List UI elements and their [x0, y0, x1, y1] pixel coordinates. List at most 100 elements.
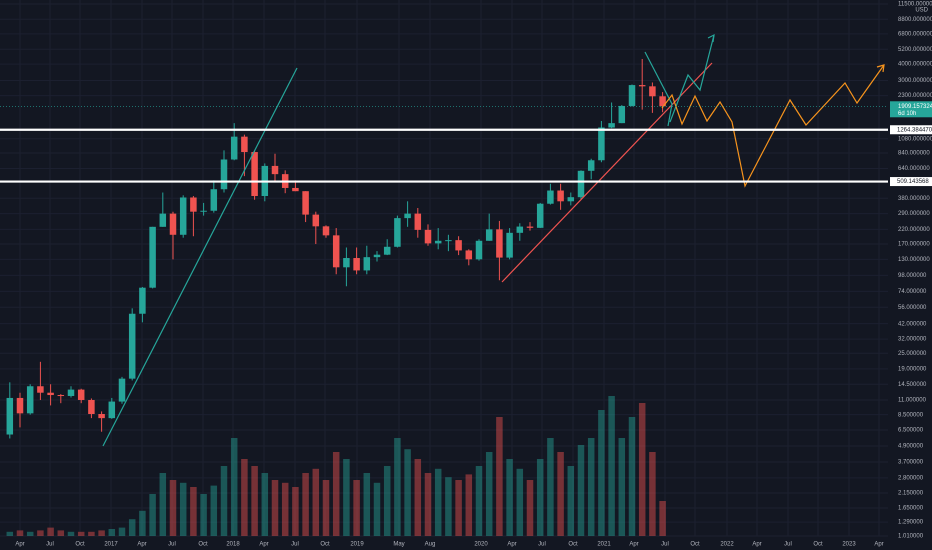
candle-body: [220, 159, 228, 190]
volume-bar: [536, 459, 544, 536]
y-tick-label: 8800.000000: [898, 17, 932, 23]
volume-bar: [57, 530, 65, 536]
candle-body: [271, 165, 279, 175]
volume-bar: [230, 438, 238, 536]
y-tick-label: 3000.000000: [898, 78, 932, 84]
volume-bar: [638, 403, 646, 536]
candle-body: [485, 229, 493, 241]
candle-body: [557, 190, 564, 202]
volume-bar: [475, 466, 483, 536]
candle-body: [322, 226, 330, 236]
candle-body: [496, 229, 503, 258]
volume-bar: [16, 530, 24, 536]
x-tick-label: Oct: [690, 542, 700, 548]
candle-body: [394, 218, 401, 247]
candle-body: [292, 187, 299, 192]
volume-bar: [577, 445, 585, 536]
x-tick-label: Apr: [629, 542, 638, 548]
y-tick-label: 6800.000000: [898, 32, 932, 38]
candle-body: [88, 399, 95, 415]
current-price-label: 1909.157324: [898, 104, 932, 110]
price-axis: [888, 0, 932, 550]
y-tick-label: 11500.000000: [898, 2, 932, 8]
volume-bar: [496, 417, 503, 536]
y-tick-label: 220.000000: [898, 227, 930, 233]
volume-bar: [424, 473, 432, 536]
x-tick-label: 2018: [226, 542, 240, 548]
candle-body: [414, 213, 422, 230]
candle-body: [108, 401, 116, 419]
volume-bar: [455, 480, 462, 536]
x-tick-label: Jul: [661, 542, 669, 548]
volume-bar: [414, 459, 422, 536]
volume-bar: [547, 438, 554, 536]
volume-bar: [434, 468, 442, 536]
volume-bar: [159, 473, 167, 536]
y-tick-label: 2300.000000: [898, 93, 932, 99]
x-tick-label: Apr: [15, 542, 24, 548]
candle-body: [332, 235, 340, 268]
y-tick-label: 170.000000: [898, 242, 930, 248]
candle-body: [312, 214, 320, 227]
volume-bar: [179, 482, 187, 536]
volume-bar: [404, 449, 411, 536]
candle-body: [516, 226, 524, 233]
y-tick-label: 640.000000: [898, 166, 930, 172]
candle-body: [302, 191, 309, 215]
y-tick-label: 42.000000: [898, 321, 927, 327]
x-tick-label: Oct: [75, 542, 85, 548]
price-label-box: [890, 101, 932, 118]
candle-body: [159, 213, 167, 227]
y-tick-label: 14.500000: [898, 382, 927, 388]
candle-body: [567, 197, 575, 202]
x-tick-label: May: [393, 542, 404, 548]
y-tick-label: 1.650000: [898, 506, 924, 512]
volume-bar: [47, 527, 54, 536]
candle-body: [434, 240, 442, 244]
candle-body: [118, 378, 126, 402]
y-tick-label: 1080.000000: [898, 136, 932, 142]
arrow-head: [707, 33, 715, 43]
candle-body: [128, 313, 136, 379]
volume-bar: [628, 417, 636, 536]
volume-bar: [526, 480, 534, 536]
candle-body: [353, 258, 360, 271]
candle-body: [577, 170, 585, 198]
y-tick-label: 25.000000: [898, 351, 927, 357]
candle-body: [179, 197, 187, 235]
y-tick-label: 2.150000: [898, 491, 924, 497]
candle-body: [598, 127, 605, 161]
x-tick-label: Jul: [46, 542, 54, 548]
candle-body: [16, 397, 24, 414]
volume-bar: [169, 480, 177, 536]
level-label-box: [890, 125, 932, 135]
candle-body: [47, 392, 54, 396]
volume-bar: [649, 452, 656, 536]
y-tick-label: 8.500000: [898, 412, 924, 418]
y-tick-label: 380.000000: [898, 196, 930, 202]
candle-body: [465, 250, 473, 260]
volume-bar: [332, 452, 340, 536]
volume-bar: [26, 531, 34, 536]
x-tick-label: Oct: [198, 542, 208, 548]
candle-body: [98, 414, 105, 419]
volume-bar: [118, 527, 126, 536]
level-label-box: [890, 177, 932, 187]
volume-bar: [587, 438, 595, 536]
volume-bar: [394, 438, 401, 536]
candle-body: [37, 386, 44, 393]
volume-bar: [557, 452, 564, 536]
volume-bar: [312, 468, 320, 536]
x-tick-label: Apr: [259, 542, 268, 548]
x-tick-label: 2021: [597, 542, 611, 548]
x-tick-label: 2017: [104, 542, 118, 548]
volume-bar: [200, 494, 207, 536]
y-tick-label: 74.000000: [898, 289, 927, 295]
candle-body: [536, 203, 544, 228]
candle-body: [241, 136, 248, 153]
volume-bar: [618, 438, 626, 536]
candle-body: [6, 397, 14, 435]
y-tick-label: 1.010000: [898, 534, 924, 540]
x-tick-label: Apr: [874, 542, 883, 548]
